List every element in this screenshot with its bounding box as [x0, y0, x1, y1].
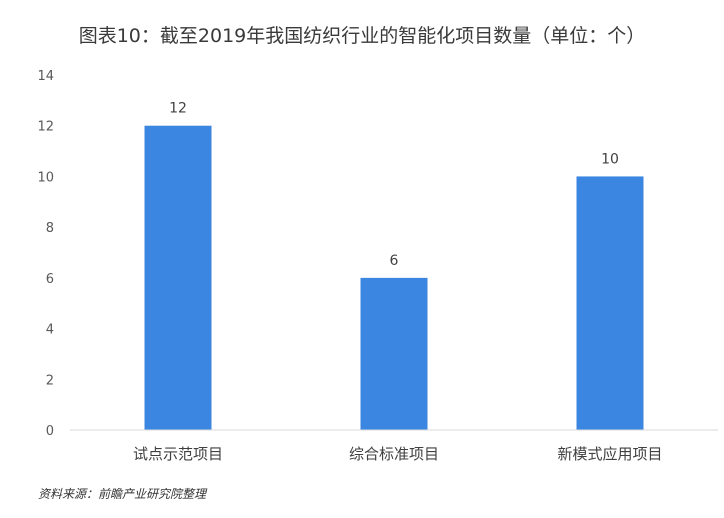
y-tick-label: 4	[46, 323, 54, 338]
x-tick-label: 综合标准项目	[349, 445, 439, 463]
data-label: 10	[601, 151, 619, 167]
x-tick-label: 新模式应用项目	[557, 445, 662, 463]
data-labels-group: 12 6 10	[169, 101, 619, 269]
y-tick-label: 8	[46, 221, 54, 236]
x-tick-label: 试点示范项目	[133, 445, 223, 463]
bar	[576, 176, 644, 430]
y-tick-label: 10	[37, 170, 54, 185]
x-axis-labels: 试点示范项目 综合标准项目 新模式应用项目	[133, 445, 663, 463]
y-tick-label: 2	[46, 373, 54, 388]
data-label: 12	[169, 101, 187, 117]
bar	[144, 125, 212, 430]
bars-group	[144, 125, 644, 430]
bar	[360, 277, 428, 430]
y-axis-ticks: 0 2 4 6 8 10 12 14	[37, 69, 54, 439]
y-tick-label: 6	[46, 272, 54, 287]
source-note: 资料来源：前瞻产业研究院整理	[38, 487, 208, 501]
y-tick-label: 0	[46, 424, 54, 439]
data-label: 6	[390, 253, 399, 269]
chart-title: 图表10：截至2019年我国纺织行业的智能化项目数量（单位：个）	[79, 25, 646, 47]
y-tick-label: 14	[37, 69, 54, 84]
y-tick-label: 12	[37, 120, 54, 135]
